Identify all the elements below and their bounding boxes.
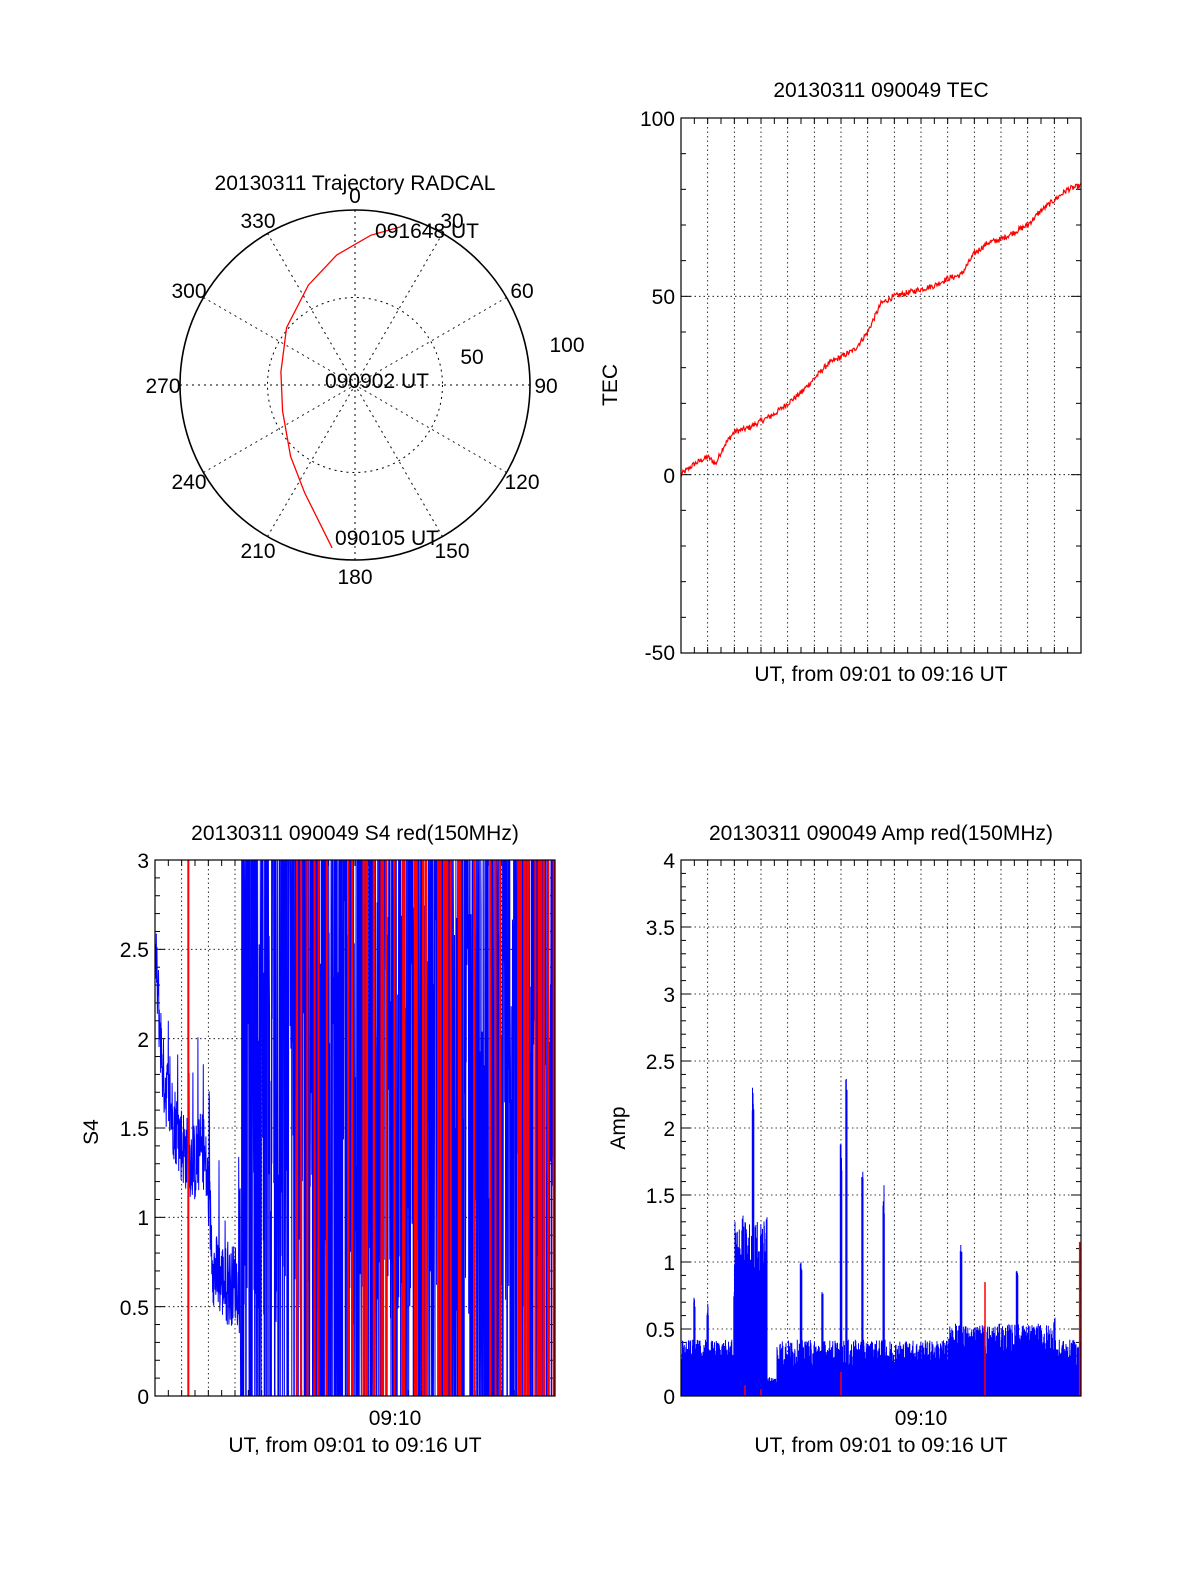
polar-angle-label: 90 (534, 375, 557, 398)
tec-title: 20130311 090049 TEC (773, 79, 988, 102)
polar-angle-label: 270 (145, 375, 180, 398)
tec-plot-frame (680, 117, 1082, 654)
amp-blue-bars (680, 1079, 1082, 1396)
amp-ylabel: Amp (607, 1106, 630, 1149)
tec-ytick-label: 50 (652, 286, 675, 309)
tec-series-line (680, 183, 1082, 477)
polar-angle-labels: 0 30 60 90 120 150 180 210 240 270 300 3… (145, 185, 557, 589)
s4-ytick-label: 1 (137, 1207, 149, 1230)
s4-xtick-label: 09:10 (369, 1407, 422, 1430)
amp-ytick-label: 3 (663, 984, 675, 1007)
amp-series (680, 1079, 1082, 1396)
polar-inner-circle (267, 297, 443, 473)
trajectory-end-label: 091648 UT (375, 220, 479, 243)
amp-ytick-label: 0 (663, 1386, 675, 1409)
s4-chart: 20130311 090049 S4 red(150MHz) 0 0.5 1 1… (80, 822, 556, 1457)
s4-ytick-label: 3 (137, 850, 149, 873)
amp-ytick-label: 2 (663, 1118, 675, 1141)
tec-ticks (680, 117, 1082, 654)
trajectory-start-label: 090105 UT (335, 527, 439, 550)
trajectory-line (280, 226, 401, 549)
polar-angle-label: 30 (440, 210, 463, 233)
tec-ylabel: TEC (599, 364, 622, 406)
amp-ytick-label: 3.5 (646, 917, 675, 940)
amp-ytick-label: 1 (663, 1252, 675, 1275)
s4-plot-frame (154, 859, 556, 1397)
polar-angle-label: 0 (349, 185, 361, 208)
polar-title: 20130311 Trajectory RADCAL (215, 172, 496, 195)
amp-ytick-label: 4 (663, 850, 675, 873)
amp-ytick-label: 2.5 (646, 1051, 675, 1074)
s4-ytick-label: 2.5 (120, 939, 149, 962)
tec-chart: 20130311 090049 TEC -50 0 50 100 UT, fro… (599, 79, 1082, 686)
amp-title: 20130311 090049 Amp red(150MHz) (709, 822, 1053, 845)
amp-ytick-label: 1.5 (646, 1185, 675, 1208)
s4-ylabel: S4 (80, 1119, 103, 1145)
polar-grid (179, 209, 531, 561)
polar-angle-label: 180 (337, 566, 372, 589)
tec-ytick-label: -50 (645, 642, 675, 665)
polar-trajectory-chart: 20130311 Trajectory RADCAL 0 30 60 90 12… (145, 172, 584, 589)
polar-angle-label: 210 (240, 540, 275, 563)
amp-chart: 20130311 090049 Amp red(150MHz) 0 0.5 1 … (607, 822, 1082, 1457)
s4-ytick-label: 2 (137, 1029, 149, 1052)
s4-xlabel: UT, from 09:01 to 09:16 UT (228, 1434, 481, 1457)
amp-plot-frame (680, 859, 1082, 1397)
polar-radius-label: 100 (549, 334, 584, 357)
s4-title: 20130311 090049 S4 red(150MHz) (191, 822, 519, 845)
s4-ytick-label: 0.5 (120, 1297, 149, 1320)
tec-ytick-label: 0 (663, 465, 675, 488)
amp-xlabel: UT, from 09:01 to 09:16 UT (754, 1434, 1007, 1457)
polar-angle-label: 330 (240, 210, 275, 233)
polar-angle-label: 120 (504, 471, 539, 494)
tec-ytick-label: 100 (640, 108, 675, 131)
polar-spoke (267, 233, 443, 537)
polar-angle-label: 240 (171, 471, 206, 494)
tec-xlabel: UT, from 09:01 to 09:16 UT (754, 663, 1007, 686)
amp-ytick-label: 0.5 (646, 1319, 675, 1342)
trajectory-mid-label: 090902 UT (325, 370, 429, 393)
polar-radius-label: 50 (460, 346, 483, 369)
polar-angle-label: 60 (510, 280, 533, 303)
tec-grid (681, 118, 1081, 653)
polar-angle-label: 150 (434, 540, 469, 563)
s4-series (154, 859, 556, 1397)
polar-angle-label: 300 (171, 280, 206, 303)
amp-xtick-label: 09:10 (895, 1407, 948, 1430)
s4-ytick-label: 1.5 (120, 1118, 149, 1141)
s4-ytick-label: 0 (137, 1386, 149, 1409)
